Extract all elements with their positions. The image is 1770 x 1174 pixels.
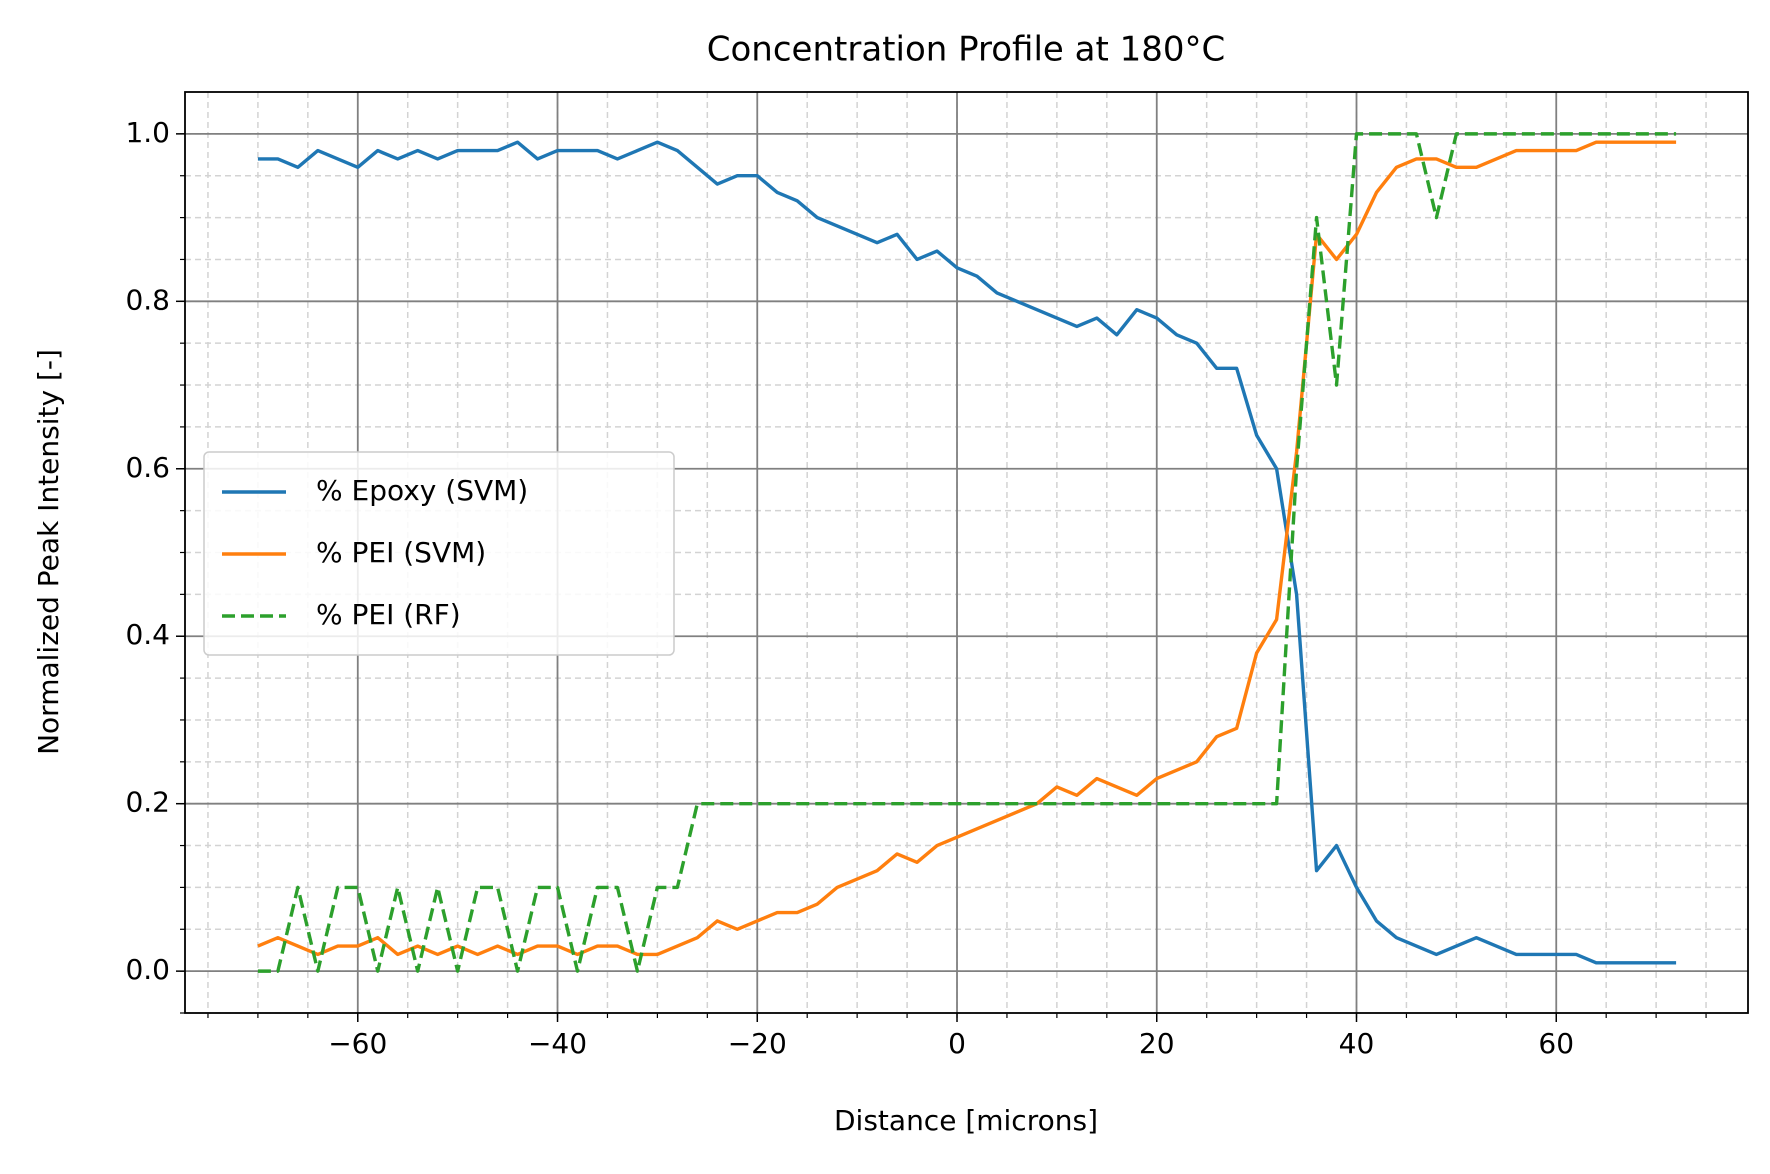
y-tick-label: 0.2: [125, 786, 170, 819]
x-tick-label: 60: [1538, 1027, 1574, 1060]
y-tick-label: 0.8: [125, 283, 170, 316]
x-tick-label: 20: [1139, 1027, 1175, 1060]
x-tick-label: 0: [948, 1027, 966, 1060]
y-tick-label: 0.6: [125, 451, 170, 484]
y-axis-label: Normalized Peak Intensity [-]: [32, 349, 65, 755]
legend-box: [203, 451, 675, 656]
legend: % Epoxy (SVM) % PEI (SVM) % PEI (RF): [203, 451, 675, 656]
x-axis-label: Distance [microns]: [834, 1104, 1098, 1137]
data-line: [257, 140, 1677, 957]
data-line: [257, 140, 1677, 965]
x-tick-label: −60: [328, 1027, 387, 1060]
legend-label: % PEI (SVM): [316, 536, 486, 569]
plot-frame: [184, 91, 1749, 1014]
x-tick-label: −40: [528, 1027, 587, 1060]
x-tick-label: −20: [728, 1027, 787, 1060]
y-tick-label: 0.4: [125, 618, 170, 651]
legend-label: % Epoxy (SVM): [316, 474, 528, 507]
x-tick-label: 40: [1339, 1027, 1375, 1060]
chart-title: Concentration Profile at 180°C: [707, 30, 1225, 70]
y-tick-label: 1.0: [125, 116, 170, 149]
y-tick-label: 0.0: [125, 953, 170, 986]
legend-label: % PEI (RF): [316, 598, 461, 631]
